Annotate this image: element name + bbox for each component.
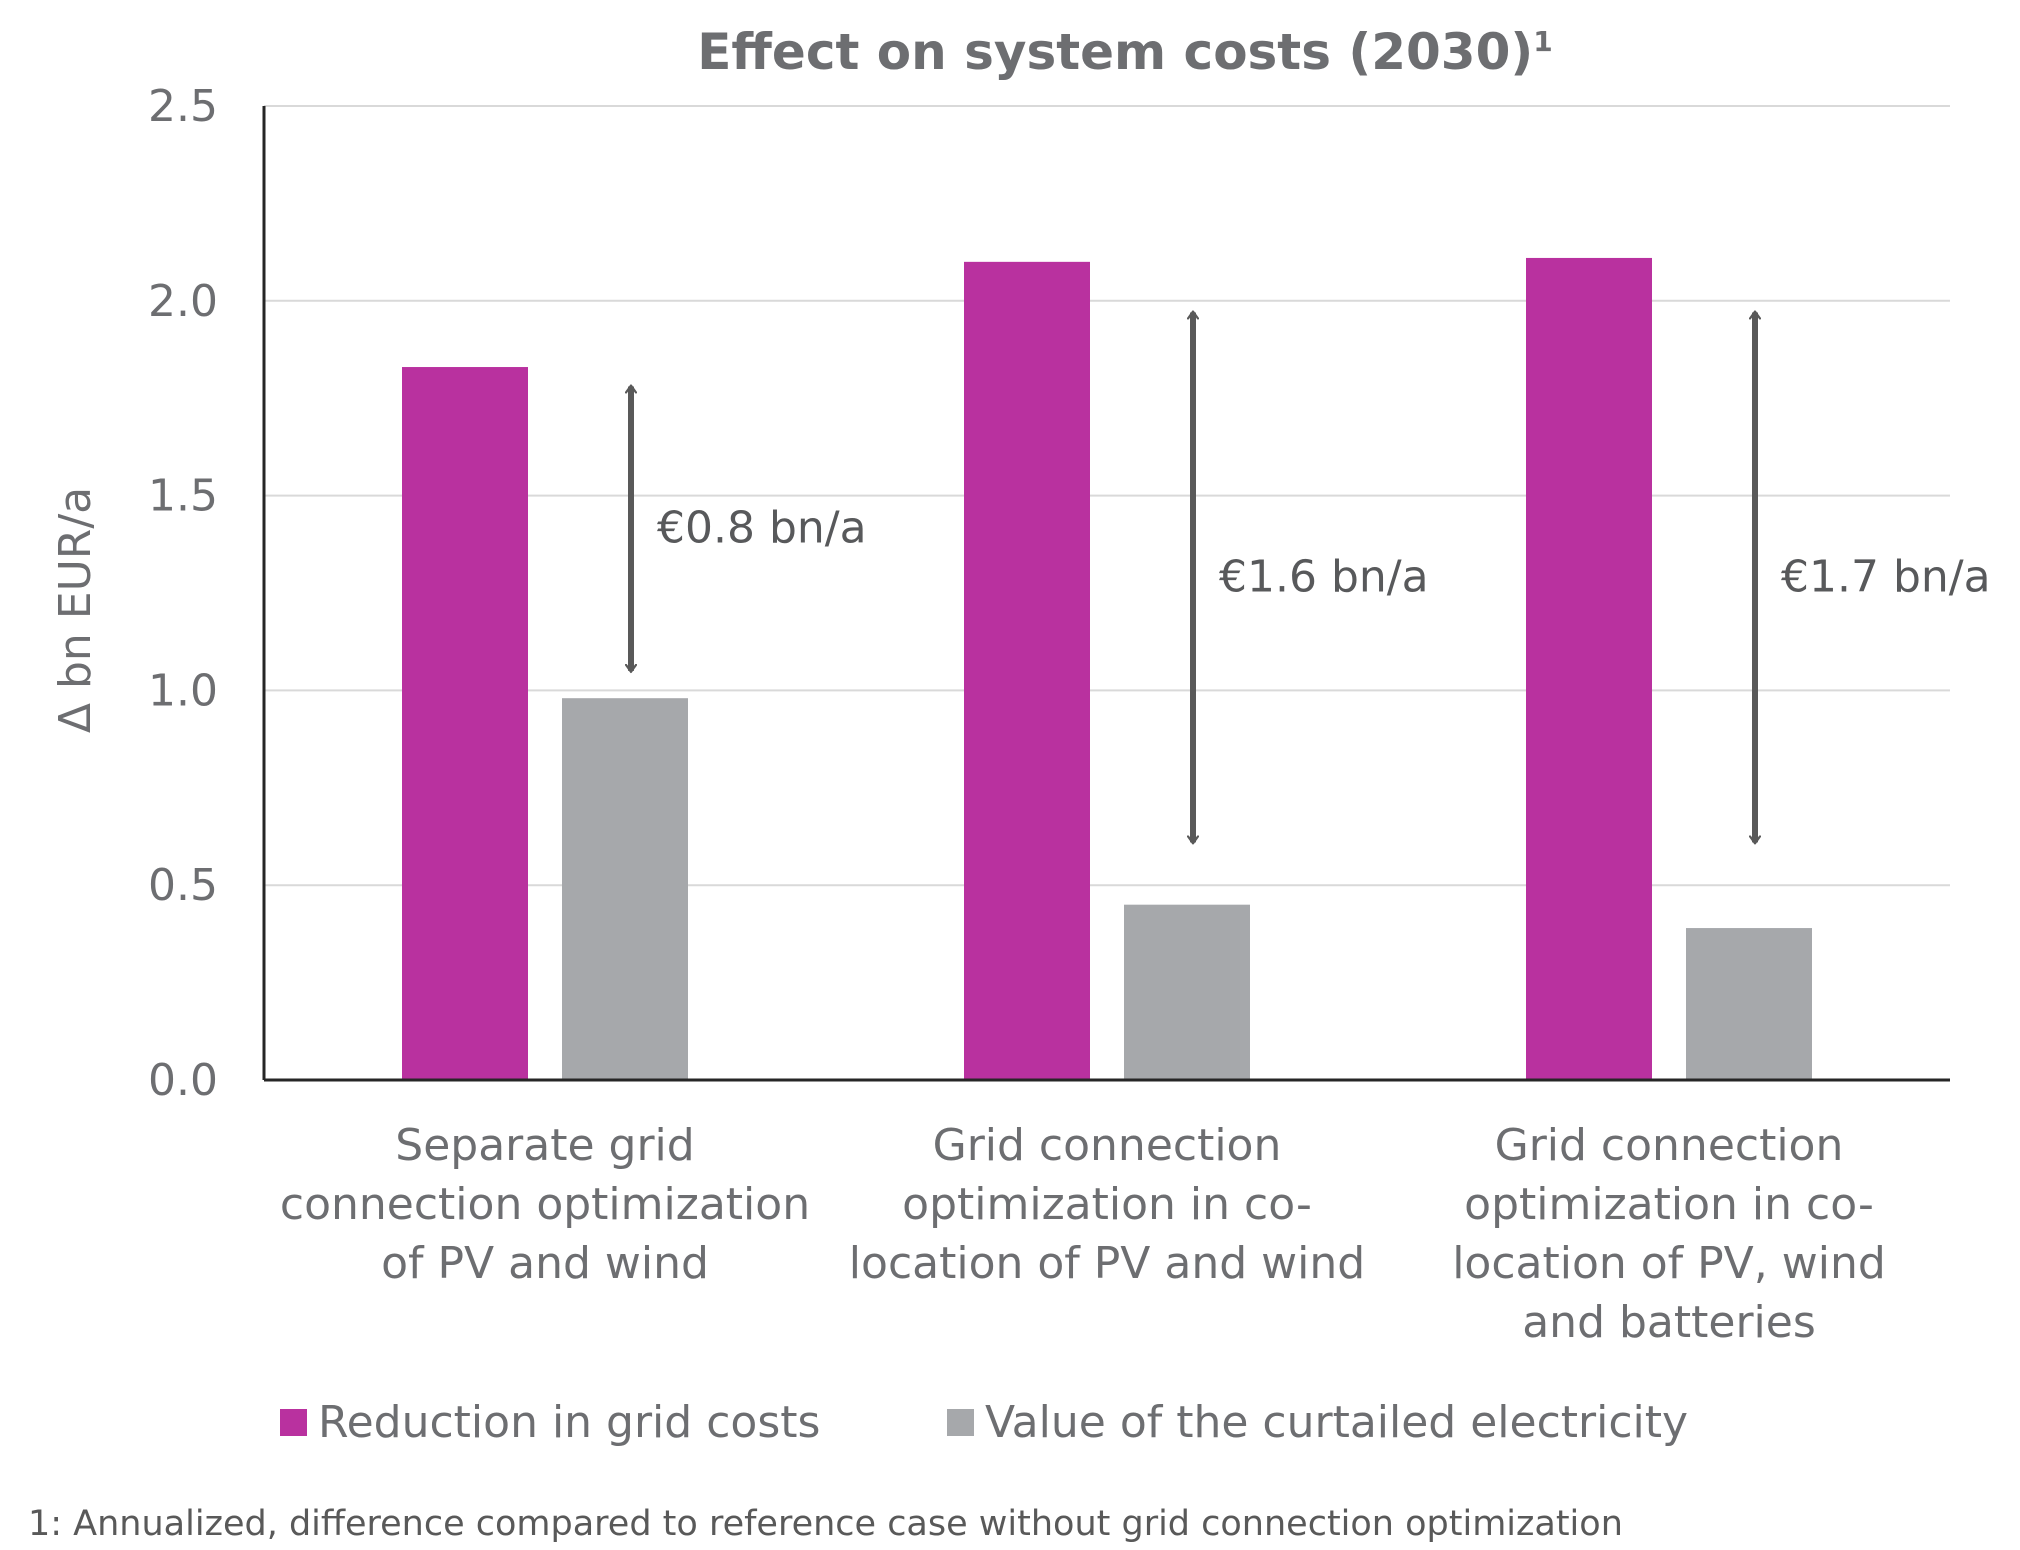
legend-swatch-2 (947, 1409, 974, 1436)
category-label-line: Grid connection (1495, 1120, 1844, 1171)
difference-label-2: €1.6 bn/a (1219, 551, 1429, 602)
y-axis-ticks: 0.0 0.5 1.0 1.5 2.0 2.5 (148, 81, 218, 1106)
chart-title-superscript: 1 (1533, 25, 1552, 58)
chart-title: Effect on system costs (2030)1 (697, 23, 1552, 81)
category-label-line: location of PV, wind (1452, 1238, 1886, 1289)
category-label-line: location of PV and wind (849, 1238, 1365, 1289)
y-axis-title: Δ bn EUR/a (50, 487, 101, 733)
y-tick-label: 1.5 (148, 471, 218, 522)
category-label-line: Grid connection (933, 1120, 1282, 1171)
category-label-line: optimization in co- (1464, 1179, 1874, 1230)
category-label-line: Separate grid (395, 1120, 694, 1171)
bar-curtailed-electricity-value-2 (1124, 904, 1250, 1080)
y-tick-label: 0.0 (148, 1055, 218, 1106)
y-tick-label: 1.0 (148, 665, 218, 716)
gridlines (264, 105, 1950, 887)
bar-grid-cost-reduction-2 (964, 261, 1090, 1081)
bar-curtailed-electricity-value-3 (1686, 928, 1812, 1080)
category-labels: Separate grid connection optimization of P… (280, 1120, 1886, 1348)
category-label-line: connection optimization (280, 1179, 810, 1230)
legend-swatch-1 (280, 1409, 307, 1436)
annotations: €0.8 bn/a €1.6 bn/a €1.7 bn/a (631, 312, 1991, 842)
difference-label-1: €0.8 bn/a (657, 503, 867, 554)
bars (402, 257, 1812, 1081)
category-label-line: and batteries (1522, 1297, 1816, 1348)
category-label-3: Grid connection optimization in co-locati… (1452, 1120, 1886, 1348)
y-tick-label: 2.0 (148, 276, 218, 327)
bar-grid-cost-reduction-1 (402, 367, 528, 1081)
difference-label-3: €1.7 bn/a (1781, 551, 1991, 602)
legend: Reduction in grid costs Value of the curt… (280, 1397, 1688, 1448)
y-tick-label: 0.5 (148, 860, 218, 911)
category-label-line: of PV and wind (381, 1238, 709, 1289)
legend-label-1: Reduction in grid costs (318, 1397, 820, 1448)
bar-curtailed-electricity-value-1 (562, 698, 688, 1080)
legend-label-2: Value of the curtailed electricity (985, 1397, 1688, 1448)
footnote: 1: Annualized, difference compared to re… (28, 1504, 1623, 1544)
category-label-2: Grid connection optimization in co-locati… (849, 1120, 1365, 1289)
chart-title-text: Effect on system costs (2030) (697, 23, 1533, 81)
category-label-line: optimization in co- (902, 1179, 1312, 1230)
y-tick-label: 2.5 (148, 81, 218, 132)
bar-grid-cost-reduction-3 (1526, 257, 1652, 1081)
category-label-1: Separate grid connection optimization of P… (280, 1120, 810, 1289)
